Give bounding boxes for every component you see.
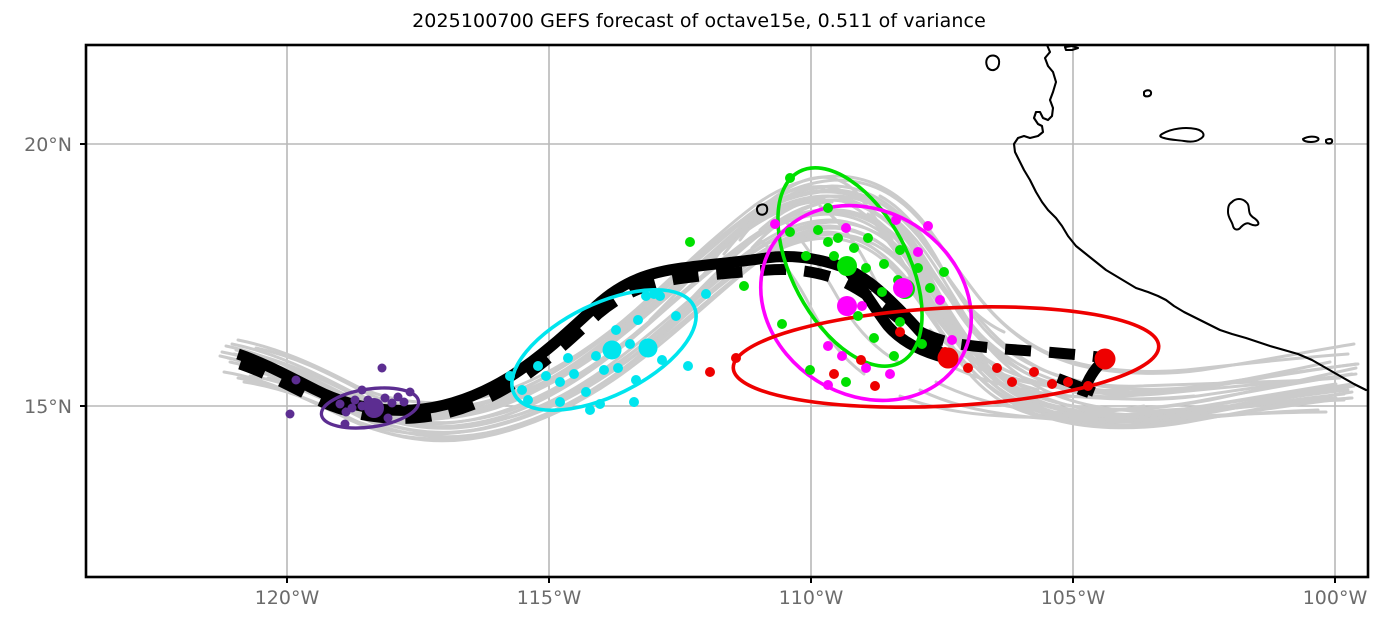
- y-tick-label-20n: 20°N: [24, 134, 72, 156]
- cluster-centroid-red-b: [1094, 348, 1116, 370]
- page-title: 2025100700 GEFS forecast of octave15e, 0…: [412, 10, 986, 32]
- x-tick-label-120w: 120°W: [255, 587, 320, 609]
- cluster-centroid-magenta-b: [893, 278, 913, 298]
- coastal-lagoon-1: [1159, 127, 1205, 143]
- x-tick-label-110w: 110°W: [779, 587, 844, 609]
- y-tick-marks: [80, 143, 86, 407]
- cluster-points-red: [705, 327, 1116, 391]
- island-isla-socorro: [755, 203, 769, 216]
- mean-track-dashed: [238, 264, 1107, 424]
- cluster-points-magenta: [770, 215, 957, 390]
- cluster-ellipse-green: [776, 166, 924, 368]
- x-tick-label-115w: 115°W: [517, 587, 582, 609]
- cluster-centroid-cyan-b: [638, 338, 658, 358]
- cluster-ellipse-magenta: [758, 203, 974, 403]
- island-small-north: [1143, 89, 1153, 98]
- cluster-centroid-red-a: [937, 347, 959, 369]
- coastal-lagoon-2: [1302, 135, 1320, 143]
- y-tick-label-15n: 15°N: [24, 396, 72, 418]
- islands: [755, 54, 1334, 231]
- coastal-lagoon-3: [1325, 137, 1334, 145]
- cluster-points-green: [685, 173, 949, 387]
- coastal-lagoon-4: [1227, 198, 1260, 231]
- cluster-centroid-purple: [364, 398, 384, 418]
- x-tick-marks: [286, 577, 1336, 583]
- cluster-centroid-cyan-a: [602, 340, 622, 360]
- cluster-points-purple: [285, 363, 415, 429]
- cluster-centroid-magenta-a: [837, 296, 857, 316]
- cluster-points-cyan: [505, 289, 711, 415]
- island-isla-clarion: [985, 54, 1001, 72]
- x-tick-label-100w: 100°W: [1303, 587, 1368, 609]
- x-tick-label-105w: 105°W: [1041, 587, 1106, 609]
- cluster-ellipse-red: [731, 305, 1161, 409]
- plot-frame: [84, 43, 1370, 579]
- cluster-centroid-green-a: [837, 256, 857, 276]
- cluster-ellipse-cyan: [510, 287, 698, 413]
- cluster-ellipse-purple: [319, 386, 421, 430]
- plot-background: [86, 45, 1368, 577]
